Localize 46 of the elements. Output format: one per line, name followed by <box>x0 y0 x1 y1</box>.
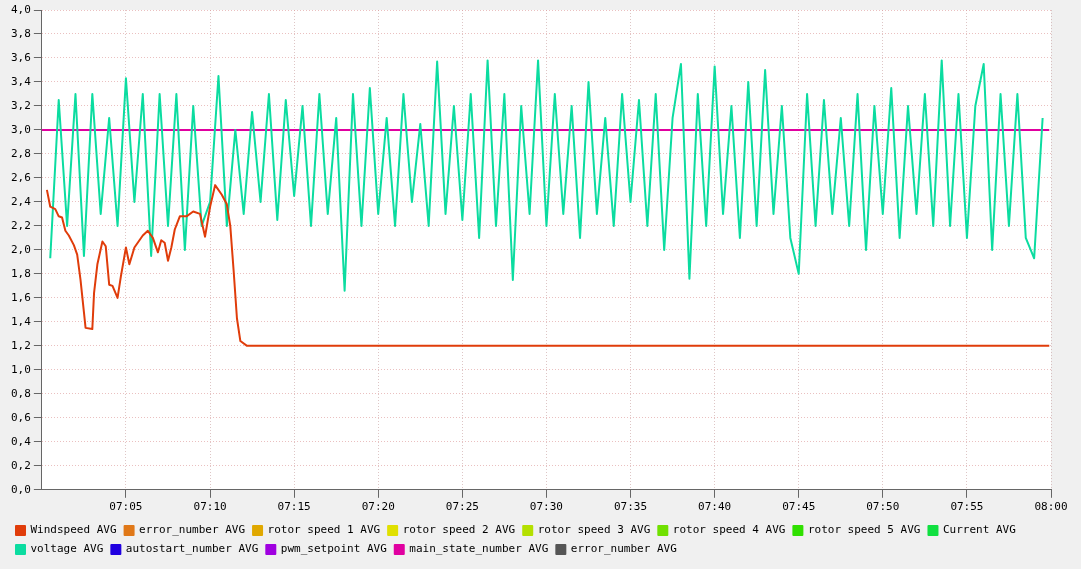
legend-label: error_number AVG <box>570 542 677 556</box>
y-tick-label: 2,6 <box>10 170 31 184</box>
y-tick-label: 3,2 <box>10 98 31 112</box>
y-tick-label: 0,2 <box>10 458 31 472</box>
y-tick-label: 0,6 <box>10 410 31 424</box>
y-tick-label: 1,2 <box>10 338 31 352</box>
x-tick-label: 07:30 <box>529 500 563 514</box>
legend-label: rotor speed 5 AVG <box>807 523 921 537</box>
legend-label: main_state_number AVG <box>409 542 549 556</box>
x-tick-label: 08:00 <box>1034 500 1068 514</box>
x-tick-label: 07:05 <box>109 500 143 514</box>
x-tick-label: 07:45 <box>782 500 816 514</box>
y-tick-label: 3,6 <box>10 50 31 64</box>
legend-label: voltage AVG <box>30 542 104 556</box>
y-tick-label: 1,8 <box>10 266 31 280</box>
legend-label: Windspeed AVG <box>30 523 117 537</box>
y-tick-label: 0,0 <box>10 482 31 496</box>
x-tick-label: 07:50 <box>866 500 900 514</box>
x-tick-label: 07:20 <box>361 500 395 514</box>
legend-label: rotor speed 2 AVG <box>402 523 516 537</box>
legend-label: Current AVG <box>942 523 1016 537</box>
legend-label: autostart_number AVG <box>125 542 259 556</box>
y-tick-label: 0,4 <box>10 434 32 448</box>
x-tick-label: 07:25 <box>445 500 479 514</box>
x-tick-label: 07:55 <box>950 500 984 514</box>
x-tick-label: 07:10 <box>193 500 227 514</box>
y-tick-label: 3,8 <box>10 26 31 40</box>
legend-label: error_number AVG <box>139 523 246 537</box>
x-tick-label: 07:15 <box>277 500 311 514</box>
y-tick-label: 2,8 <box>10 146 31 160</box>
y-tick-label: 3,4 <box>10 74 32 88</box>
y-tick-label: 1,0 <box>10 362 31 376</box>
y-tick-label: 2,4 <box>10 194 32 208</box>
legend-label: rotor speed 4 AVG <box>672 523 786 537</box>
legend-label: pwm_setpoint AVG <box>280 542 387 556</box>
y-tick-label: 3,0 <box>10 122 31 136</box>
y-tick-label: 2,2 <box>10 218 31 232</box>
y-tick-label: 4,0 <box>10 2 31 16</box>
x-tick-label: 07:40 <box>698 500 732 514</box>
legend-label: rotor speed 1 AVG <box>267 523 381 537</box>
x-tick-label: 07:35 <box>613 500 648 514</box>
y-tick-label: 0,8 <box>10 386 31 400</box>
y-tick-label: 1,6 <box>10 290 31 304</box>
y-tick-label: 2,0 <box>10 242 31 256</box>
legend-label: rotor speed 3 AVG <box>537 523 651 537</box>
y-tick-label: 1,4 <box>10 314 32 328</box>
